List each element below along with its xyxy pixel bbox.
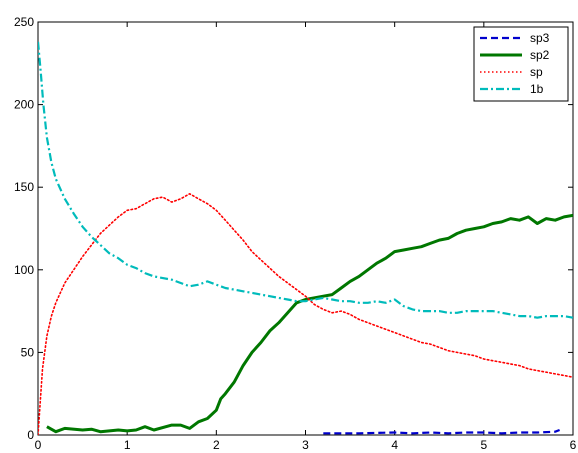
series-line-sp — [38, 193, 573, 435]
x-tick-label: 0 — [35, 438, 42, 452]
x-tick-label: 4 — [391, 438, 398, 452]
y-tick-label: 150 — [14, 180, 34, 194]
y-tick-label: 100 — [14, 263, 34, 277]
legend-box — [473, 26, 569, 102]
x-tick-label: 5 — [480, 438, 487, 452]
series-line-sp3 — [323, 428, 560, 435]
series-layer — [38, 41, 573, 435]
x-tick-label: 3 — [302, 438, 309, 452]
legend-label-sp3: sp3 — [530, 31, 550, 45]
axis-ticks: 0 1 2 3 4 5 6 0 50 100 150 200 250 — [14, 15, 577, 452]
legend-label-sp: sp — [530, 65, 543, 79]
legend: sp3 sp2 sp 1b — [473, 26, 569, 102]
x-tick-label: 6 — [570, 438, 577, 452]
series-line-1b — [38, 41, 573, 319]
x-tick-label: 1 — [124, 438, 131, 452]
y-tick-label: 50 — [21, 345, 35, 359]
legend-label-1b: 1b — [530, 82, 544, 96]
y-tick-label: 250 — [14, 15, 34, 29]
y-tick-label: 0 — [27, 428, 34, 442]
x-tick-label: 2 — [213, 438, 220, 452]
legend-label-sp2: sp2 — [530, 48, 550, 62]
series-line-sp2 — [46, 213, 573, 434]
y-tick-label: 200 — [14, 98, 34, 112]
